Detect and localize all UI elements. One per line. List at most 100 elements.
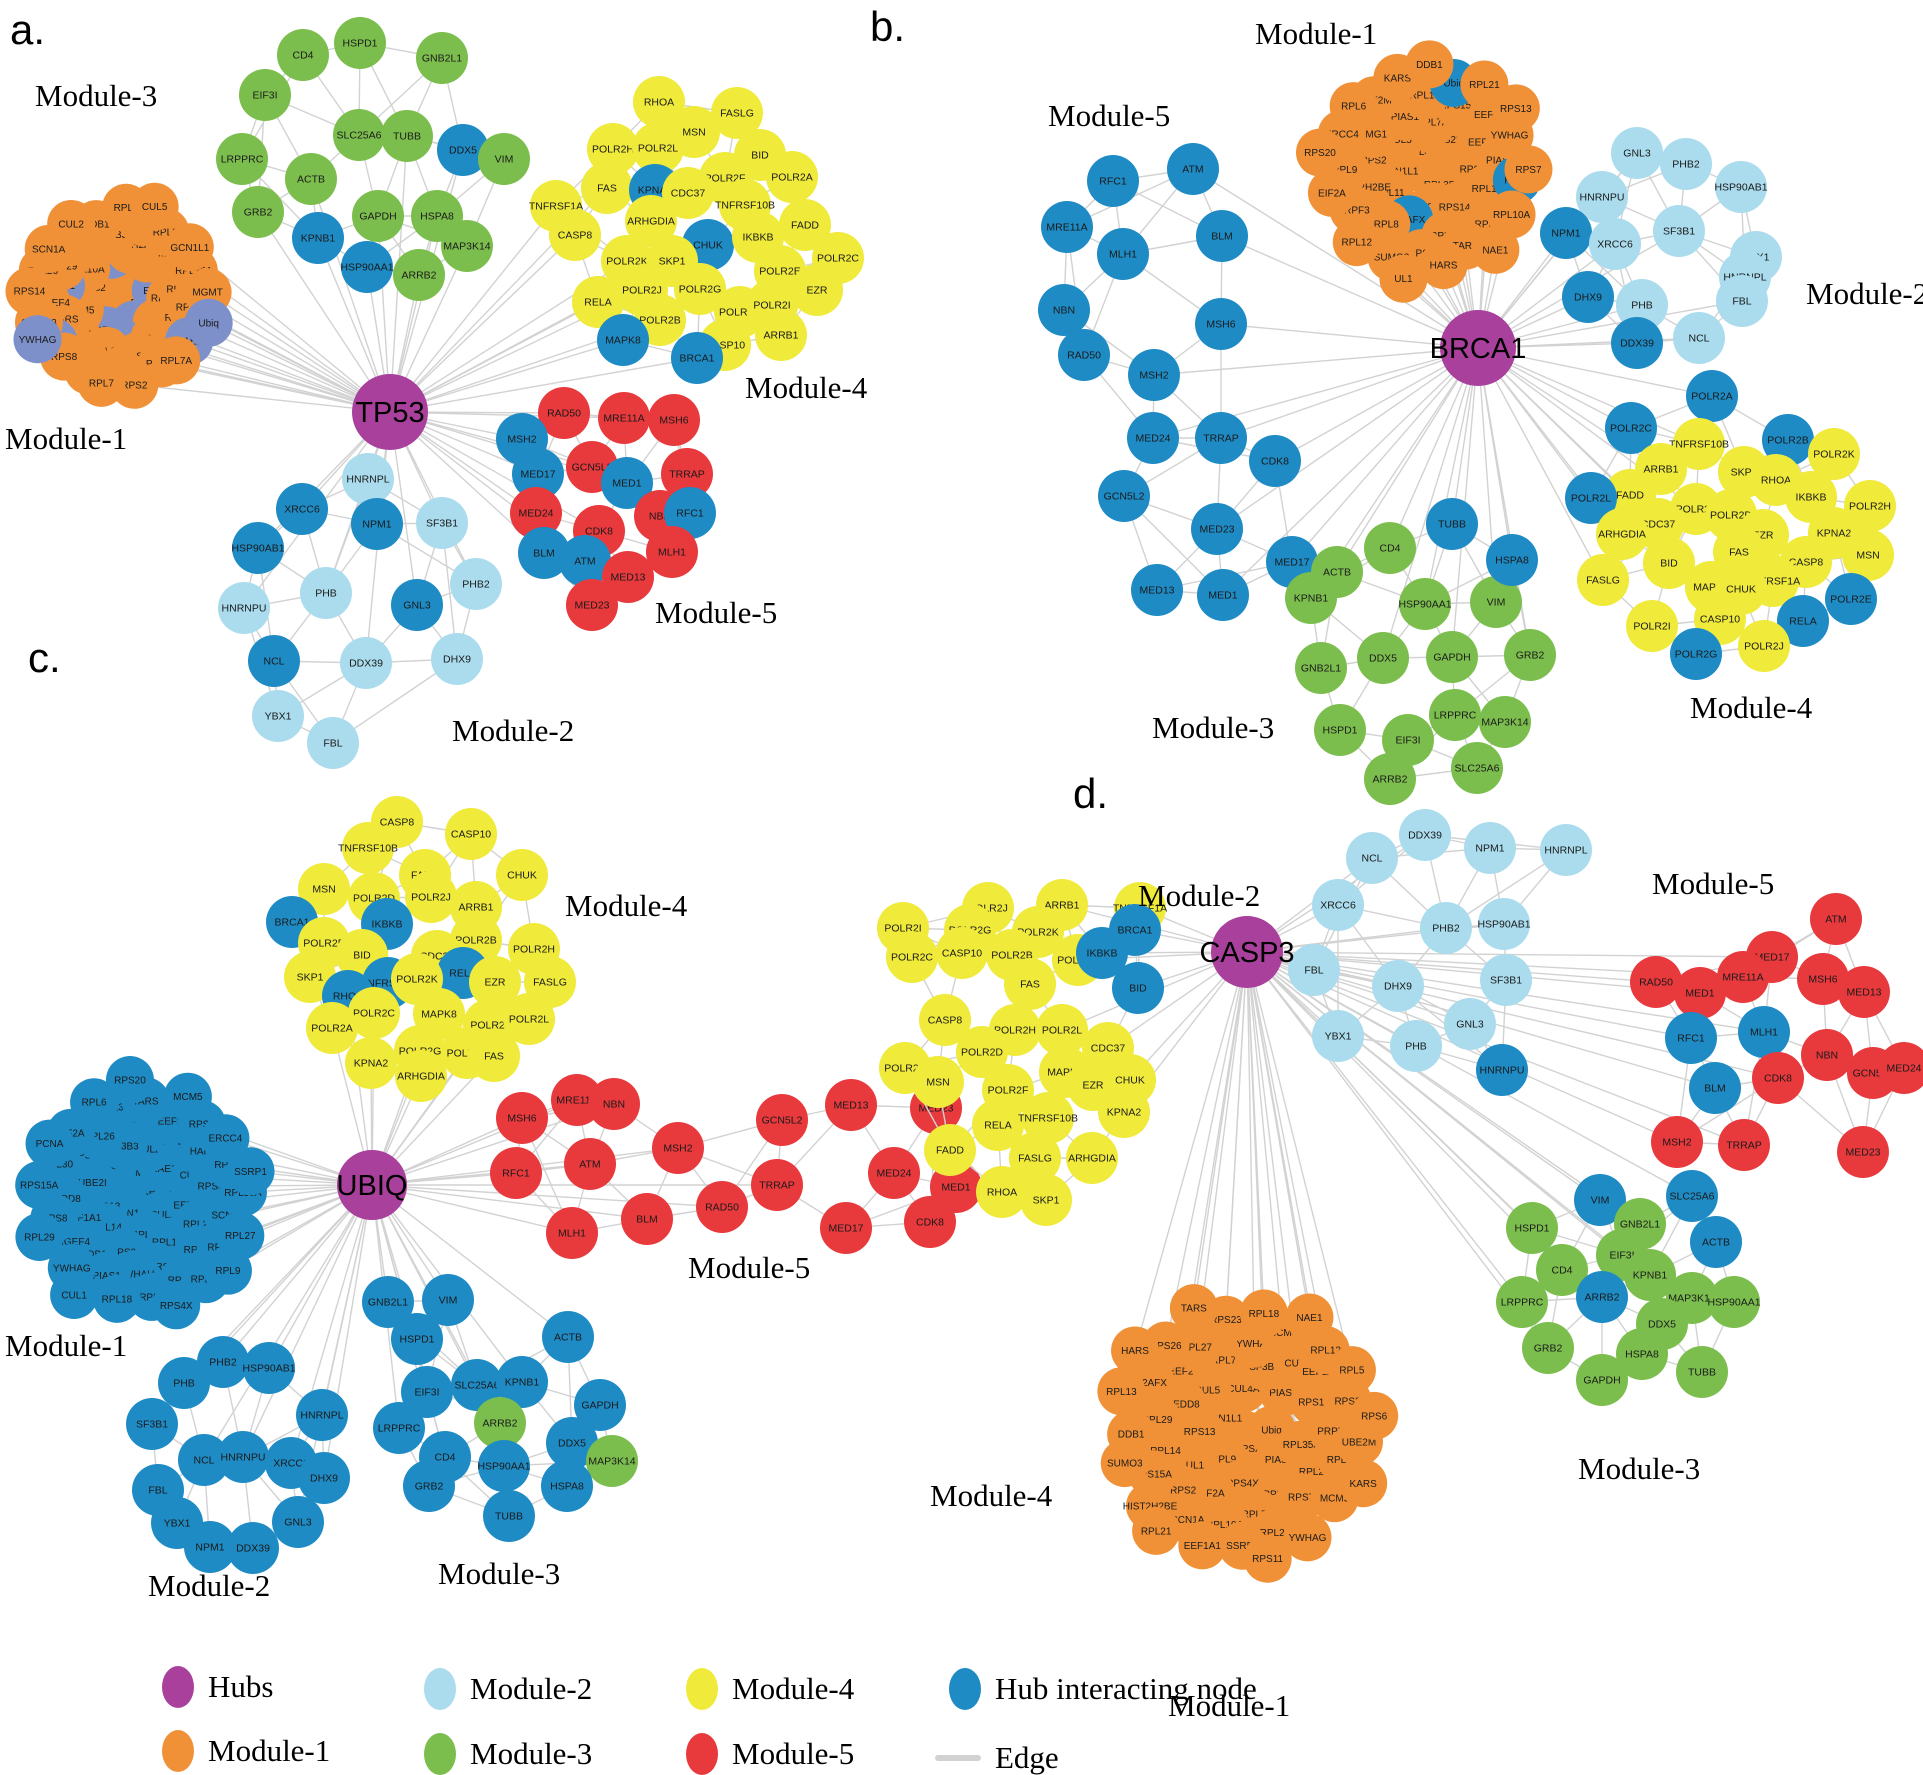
legend-label: Module-3	[470, 1736, 593, 1771]
node-GNB2L1: GNB2L1	[416, 32, 468, 84]
node-ARRB2: ARRB2	[1576, 1271, 1628, 1323]
node-CD4: CD4	[277, 29, 329, 81]
node-MED1: MED1	[1674, 967, 1726, 1019]
node-FADD: FADD	[924, 1124, 976, 1176]
node-PHB2: PHB2	[450, 558, 502, 610]
node-VIM: VIM	[478, 133, 530, 185]
module5-swatch	[686, 1733, 718, 1775]
node-XRCC6: XRCC6	[276, 483, 328, 535]
node-ACTB: ACTB	[1690, 1216, 1742, 1268]
node-MLH1: MLH1	[1738, 1006, 1790, 1058]
module-label-Module-4: Module-4	[930, 1478, 1053, 1513]
node-BRCA1: BRCA1	[671, 332, 723, 384]
node-FAS: FAS	[581, 162, 633, 214]
legend-item-module2: Module-2	[424, 1668, 592, 1710]
node-NPM1: NPM1	[351, 498, 403, 550]
node-SLC25A6: SLC25A6	[333, 109, 385, 161]
node-NPM1: NPM1	[1464, 822, 1516, 874]
node-RPL5: RPL5	[1327, 1346, 1376, 1395]
node-BLM: BLM	[621, 1193, 673, 1245]
node-SF3B1: SF3B1	[1653, 205, 1705, 257]
node-HNRNPU: HNRNPU	[218, 582, 270, 634]
node-MLH1: MLH1	[1097, 228, 1149, 280]
node-NCL: NCL	[248, 635, 300, 687]
node-RFC1: RFC1	[1665, 1012, 1717, 1064]
module-label-Module-2: Module-2	[452, 713, 574, 748]
node-POLR2A: POLR2A	[1686, 370, 1738, 422]
legend-item-module5: Module-5	[686, 1733, 854, 1775]
node-FBL: FBL	[307, 717, 359, 769]
node-RPL18: RPL18	[1239, 1289, 1288, 1338]
node-RPS4X: RPS4X	[152, 1281, 201, 1330]
module-label-Module-2: Module-2	[1806, 276, 1923, 311]
node-GNL3: GNL3	[1444, 998, 1496, 1050]
node-HNRNPL: HNRNPL	[296, 1389, 348, 1441]
node-DHX9: DHX9	[298, 1452, 350, 1504]
module-label-Module-5: Module-5	[655, 595, 777, 630]
node-KPNA2: KPNA2	[345, 1037, 397, 1089]
node-RPL21: RPL21	[1132, 1506, 1181, 1555]
node-HNRNPL: HNRNPL	[342, 453, 394, 505]
module-label-Module-3: Module-3	[438, 1556, 560, 1591]
module-label-Module-1: Module-1	[1255, 16, 1377, 51]
node-NAE1: NAE1	[1471, 225, 1520, 274]
node-FASLG: FASLG	[1577, 554, 1629, 606]
node-FAS: FAS	[468, 1030, 520, 1082]
node-SF3B1: SF3B1	[1480, 954, 1532, 1006]
node-FBL: FBL	[1716, 275, 1768, 327]
node-CDK8: CDK8	[904, 1196, 956, 1248]
node-GCN1L1: GCN1L1	[165, 223, 214, 272]
node-ARHGDIA: ARHGDIA	[1066, 1132, 1118, 1184]
node-PHB: PHB	[1390, 1020, 1442, 1072]
node-MSH2: MSH2	[652, 1122, 704, 1174]
node-MLH1: MLH1	[546, 1207, 598, 1259]
node-ATM: ATM	[1810, 893, 1862, 945]
node-GNB2L1: GNB2L1	[1295, 642, 1347, 694]
node-TRRAP: TRRAP	[751, 1159, 803, 1211]
node-HSPA8: HSPA8	[1486, 534, 1538, 586]
module1-swatch	[162, 1730, 194, 1772]
node-LRPPRC: LRPPRC	[1496, 1276, 1548, 1328]
node-MSH6: MSH6	[496, 1092, 548, 1144]
node-HNRNPL: HNRNPL	[1540, 824, 1592, 876]
node-DHX9: DHX9	[1562, 271, 1614, 323]
node-RPS11: RPS11	[1243, 1534, 1292, 1583]
node-LRPPRC: LRPPRC	[216, 133, 268, 185]
node-MAP3K14: MAP3K14	[1479, 696, 1531, 748]
node-NBN: NBN	[588, 1078, 640, 1130]
node-NCL: NCL	[1673, 312, 1725, 364]
legend-label: Hub interacting node	[995, 1671, 1257, 1706]
node-DHX9: DHX9	[1372, 960, 1424, 1012]
node-KPNA2: KPNA2	[1098, 1086, 1150, 1138]
node-EEF1A1: EEF1A1	[1178, 1521, 1227, 1570]
module2-swatch	[424, 1668, 456, 1710]
node-GNL3: GNL3	[391, 579, 443, 631]
node-HSP90AB1: HSP90AB1	[1714, 161, 1768, 213]
node-ARHGDIA: ARHGDIA	[1596, 508, 1648, 560]
node-PHB: PHB	[158, 1357, 210, 1409]
node-TUBB: TUBB	[1676, 1346, 1728, 1398]
node-RPS7: RPS7	[1504, 145, 1553, 194]
node-RFC1: RFC1	[1087, 155, 1139, 207]
node-RPL9: RPL9	[203, 1246, 252, 1295]
module-label-Module-5: Module-5	[1048, 98, 1170, 133]
node-POLR2E: POLR2E	[1825, 573, 1877, 625]
node-PHB2: PHB2	[1660, 138, 1712, 190]
node-YBX1: YBX1	[1312, 1010, 1364, 1062]
node-MED17: MED17	[820, 1202, 872, 1254]
node-GRB2: GRB2	[403, 1460, 455, 1512]
node-KPNB1: KPNB1	[1285, 572, 1337, 624]
node-RPL18: RPL18	[92, 1274, 141, 1323]
legend-item-module1: Module-1	[162, 1730, 330, 1772]
node-MED23: MED23	[1837, 1126, 1889, 1178]
node-HSPD1: HSPD1	[391, 1313, 443, 1365]
node-MED13: MED13	[825, 1079, 877, 1131]
module-label-Module-4: Module-4	[1690, 690, 1813, 725]
node-XRCC6: XRCC6	[1312, 879, 1364, 931]
node-SLC25A6: SLC25A6	[1666, 1170, 1718, 1222]
legend-item-module3: Module-3	[424, 1733, 592, 1775]
node-GNL3: GNL3	[1611, 127, 1663, 179]
node-MED13: MED13	[1131, 564, 1183, 616]
module-label-Module-4: Module-4	[565, 888, 688, 923]
